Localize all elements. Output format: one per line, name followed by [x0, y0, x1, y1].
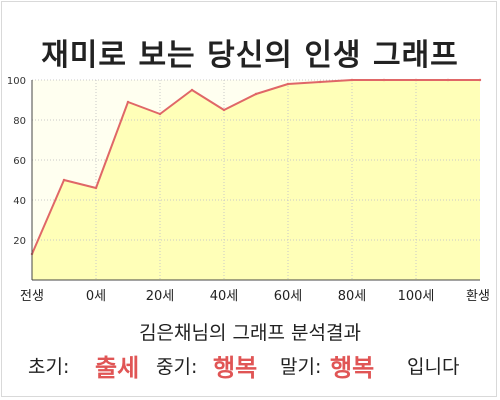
late-value: 행복	[330, 354, 375, 382]
x-tick-label: 100세	[398, 289, 435, 304]
x-tick-label: 0세	[86, 289, 106, 304]
area-fill	[32, 80, 480, 280]
result-suffix: 입니다	[407, 356, 460, 378]
y-tick-label: 80	[13, 116, 26, 127]
y-tick-label: 60	[13, 156, 26, 167]
chart-title: 재미로 보는 당신의 인생 그래프	[41, 38, 459, 73]
early-value: 출세	[95, 354, 140, 382]
data-point	[350, 78, 354, 82]
early-label: 초기:	[28, 356, 70, 378]
x-tick-label: 20세	[146, 289, 175, 304]
x-tick-label: 60세	[274, 289, 303, 304]
data-point	[190, 88, 194, 92]
analysis-summary: 김은채님의 그래프 분석결과	[139, 322, 361, 344]
mid-label: 중기:	[156, 356, 198, 378]
data-point	[94, 186, 98, 190]
data-point	[254, 92, 258, 96]
y-tick-label: 40	[13, 196, 26, 207]
data-point	[318, 80, 322, 84]
late-label: 말기:	[280, 356, 322, 378]
y-tick-label: 100	[7, 76, 26, 87]
x-tick-label: 80세	[338, 289, 367, 304]
data-point	[126, 100, 130, 104]
data-point	[286, 82, 290, 86]
mid-value: 행복	[213, 354, 258, 382]
data-point	[158, 112, 162, 116]
x-tick-label: 전생	[20, 289, 44, 304]
data-point	[446, 78, 450, 82]
data-point	[62, 178, 66, 182]
data-point	[222, 108, 226, 112]
y-tick-label: 20	[13, 236, 26, 247]
data-point	[478, 78, 482, 82]
analysis-result: 초기: 출세 중기: 행복 말기: 행복 입니다	[0, 346, 500, 382]
data-point	[382, 78, 386, 82]
x-tick-label: 40세	[210, 289, 239, 304]
x-tick-label: 환생	[466, 289, 490, 304]
data-point	[414, 78, 418, 82]
